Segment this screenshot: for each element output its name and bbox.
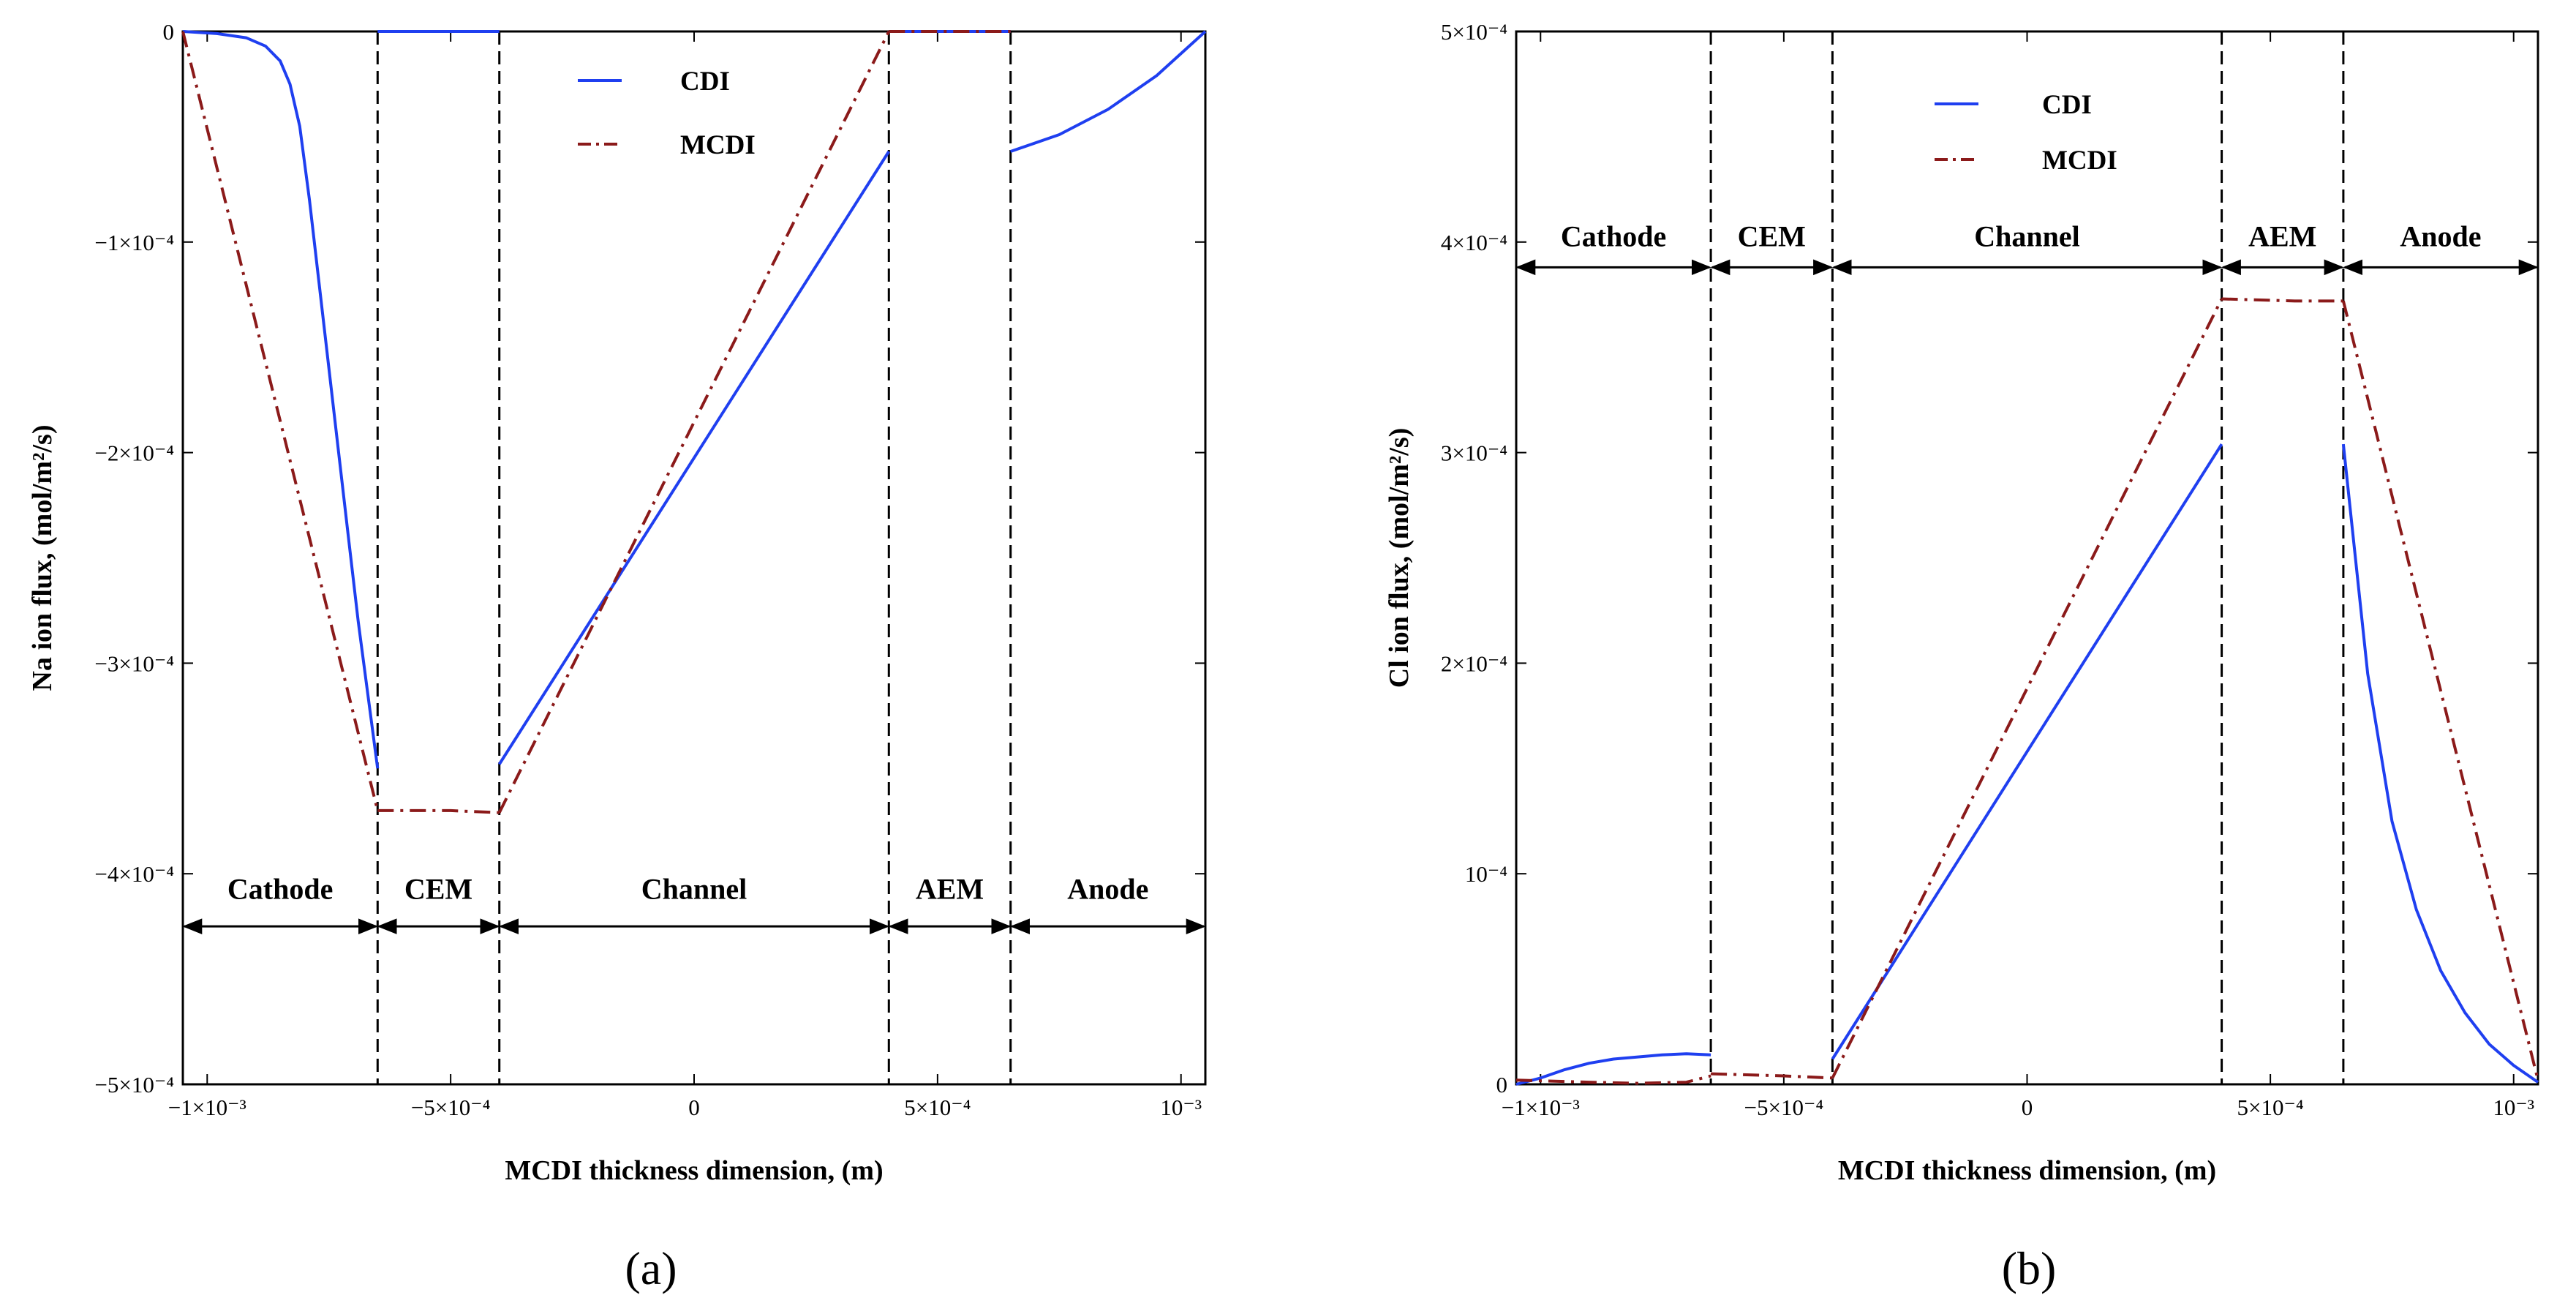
x-tick-label: −5×10⁻⁴ (1744, 1095, 1824, 1120)
chart-panel-a: −1×10⁻³ −5×10⁻⁴ 0 5×10⁻⁴ 10⁻³0−1×10⁻⁴−2×10⁻⁴… (27, 19, 1207, 1294)
legend-label: MCDI (680, 130, 756, 160)
legend-label: CDI (680, 67, 730, 97)
series-line-cdi (182, 30, 380, 769)
panel-label: (b) (2002, 1242, 2057, 1294)
region-label: Anode (1067, 873, 1148, 906)
series-line-mcdi (1515, 1074, 1711, 1085)
series-line-mcdi (377, 808, 500, 814)
series-line-cdi (1831, 443, 2223, 1060)
x-tick-label: 10⁻³ (1160, 1095, 1202, 1120)
y-tick-label: 5×10⁻⁴ (1441, 19, 1507, 45)
x-tick-label: 5×10⁻⁴ (904, 1095, 971, 1120)
x-tick-label: −1×10⁻³ (1502, 1095, 1580, 1120)
region-label: Cathode (227, 873, 333, 906)
y-tick-label: −2×10⁻⁴ (94, 440, 174, 466)
series-line-cdi (1515, 1052, 1711, 1086)
series-line-cdi (498, 150, 890, 765)
region-label: Anode (2400, 220, 2481, 253)
series-line-mcdi (2341, 300, 2539, 1081)
legend-label: CDI (2042, 90, 2092, 120)
region-label: Channel (1974, 220, 2080, 253)
plot-frame (1515, 30, 2539, 1086)
panel-label: (a) (625, 1242, 677, 1294)
series-line-mcdi (1831, 298, 2223, 1079)
x-axis-label: MCDI thickness dimension, (m) (505, 1155, 883, 1186)
y-tick-label: 4×10⁻⁴ (1441, 230, 1507, 255)
y-tick-label: −1×10⁻⁴ (94, 230, 174, 255)
x-tick-label: 10⁻³ (2493, 1095, 2534, 1120)
y-axis-label: Cl ion flux, (mol/m²/s) (1384, 428, 1415, 688)
x-tick-label: 5×10⁻⁴ (2237, 1095, 2304, 1120)
y-axis-label: Na ion flux, (mol/m²/s) (27, 425, 58, 691)
legend-label: MCDI (2042, 146, 2117, 176)
y-tick-label: −3×10⁻⁴ (94, 650, 174, 676)
chart-panel-b: −1×10⁻³ −5×10⁻⁴ 0 5×10⁻⁴ 10⁻³ 0 10⁻⁴ 2×10⁻⁴ 3×10… (1384, 19, 2539, 1294)
y-tick-label: 0 (1496, 1072, 1508, 1097)
x-axis-label: MCDI thickness dimension, (m) (1838, 1155, 2216, 1186)
y-tick-label: 0 (163, 19, 175, 45)
x-tick-label: 0 (2022, 1095, 2033, 1120)
series-line-cdi (2341, 443, 2539, 1084)
y-tick-label: −5×10⁻⁴ (94, 1072, 174, 1097)
region-label: CEM (1738, 220, 1806, 253)
x-tick-label: −5×10⁻⁴ (411, 1095, 491, 1120)
region-label: CEM (404, 873, 472, 906)
region-label: AEM (916, 873, 984, 906)
region-label: Channel (641, 873, 747, 906)
y-tick-label: −4×10⁻⁴ (94, 861, 174, 887)
series-line-mcdi (181, 31, 380, 811)
series-line-mcdi (1711, 1072, 1833, 1080)
y-tick-label: 3×10⁻⁴ (1441, 440, 1507, 466)
series-line-mcdi (2221, 297, 2343, 303)
y-tick-label: 2×10⁻⁴ (1441, 650, 1507, 676)
region-label: AEM (2248, 220, 2316, 253)
x-tick-label: −1×10⁻³ (168, 1095, 246, 1120)
y-tick-label: 10⁻⁴ (1465, 861, 1507, 887)
series-line-cdi (1010, 30, 1207, 153)
region-label: Cathode (1561, 220, 1666, 253)
x-tick-label: 0 (688, 1095, 700, 1120)
